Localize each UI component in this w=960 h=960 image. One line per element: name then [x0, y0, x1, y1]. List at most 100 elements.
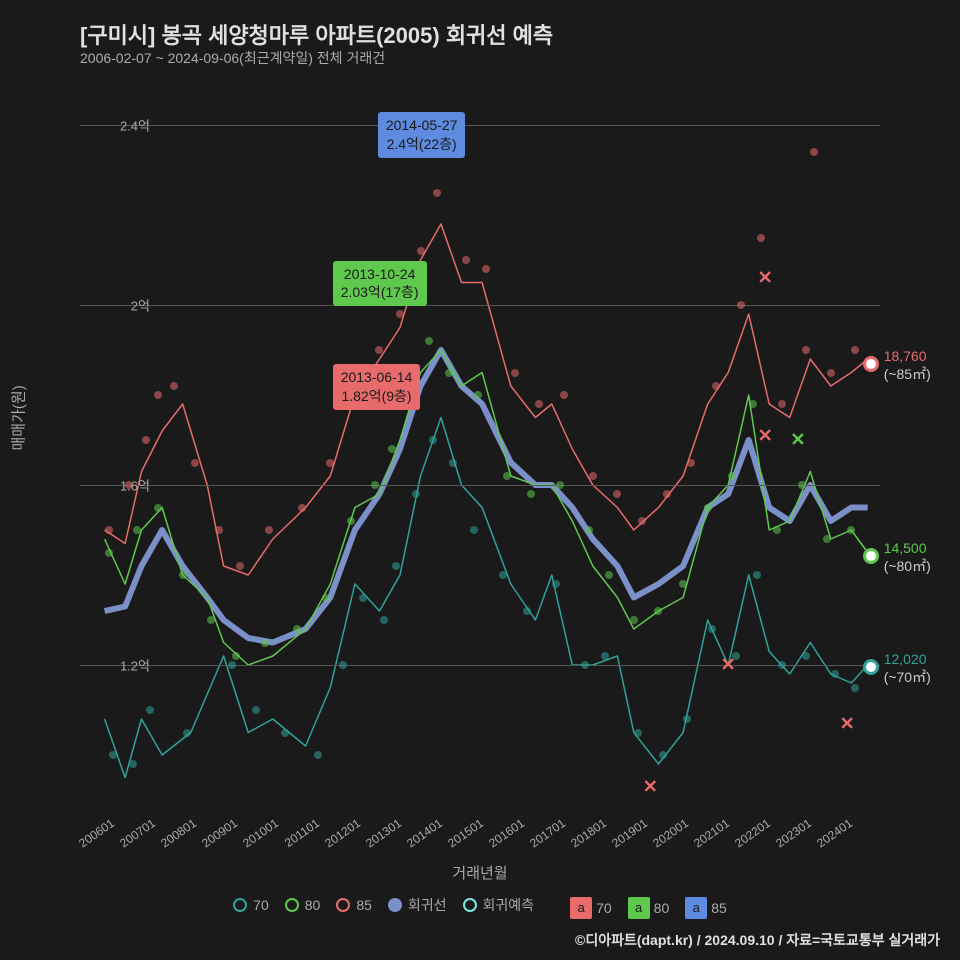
dot-70: [581, 661, 589, 669]
chart-title: [구미시] 봉곡 세양청마루 아파트(2005) 회귀선 예측: [80, 18, 553, 50]
dot-70: [339, 661, 347, 669]
dot-70: [659, 751, 667, 759]
dot-70: [281, 729, 289, 737]
dot-70: [412, 490, 420, 498]
dot-80: [105, 549, 113, 557]
dot-70: [449, 459, 457, 467]
dot-70: [499, 571, 507, 579]
end-marker: [863, 548, 879, 564]
dot-85: [236, 562, 244, 570]
dot-80: [179, 571, 187, 579]
legend: 708085회귀선회귀예측a70a80a85: [0, 895, 960, 919]
dot-80: [556, 481, 564, 489]
dot-85: [535, 400, 543, 408]
dot-85: [810, 148, 818, 156]
dot-85: [638, 517, 646, 525]
gridline: [80, 305, 880, 306]
legend-box-item: a80: [628, 897, 670, 919]
dot-85: [298, 504, 306, 512]
dot-80: [527, 490, 535, 498]
y-tick-label: 2.4억: [120, 116, 150, 135]
dot-70: [392, 562, 400, 570]
cancel-mark: ✕: [721, 655, 736, 676]
y-tick-label: 1.2억: [120, 656, 150, 675]
dot-80: [371, 481, 379, 489]
dot-85: [105, 526, 113, 534]
y-axis-title: 매매가(원): [8, 385, 29, 450]
dot-70: [146, 706, 154, 714]
dot-80: [445, 369, 453, 377]
annotation-1: 2013-10-242.03억(17층): [333, 261, 427, 307]
dot-80: [823, 535, 831, 543]
end-label: 14,500(~80㎡): [884, 539, 931, 575]
dot-70: [634, 729, 642, 737]
dot-80: [798, 481, 806, 489]
end-marker: [863, 356, 879, 372]
dot-85: [802, 346, 810, 354]
dot-85: [589, 472, 597, 480]
end-label: 18,760(~85㎡): [884, 347, 931, 383]
dot-70: [831, 670, 839, 678]
legend-item: 80: [285, 897, 321, 913]
dot-85: [737, 301, 745, 309]
dot-80: [585, 526, 593, 534]
dot-85: [191, 459, 199, 467]
dot-85: [687, 459, 695, 467]
dot-70: [359, 594, 367, 602]
dot-80: [654, 607, 662, 615]
dot-80: [425, 337, 433, 345]
dot-85: [142, 436, 150, 444]
dot-70: [429, 436, 437, 444]
cancel-mark: ✕: [790, 430, 805, 451]
dot-80: [773, 526, 781, 534]
legend-item: 70: [233, 897, 269, 913]
dot-80: [847, 526, 855, 534]
dot-85: [326, 459, 334, 467]
dot-80: [749, 400, 757, 408]
dot-80: [503, 472, 511, 480]
dot-85: [663, 490, 671, 498]
dot-80: [630, 616, 638, 624]
legend-item: 회귀예측: [463, 895, 535, 915]
gridline: [80, 125, 880, 126]
dot-80: [207, 616, 215, 624]
dot-80: [728, 472, 736, 480]
annotation-0: 2014-05-272.4억(22층): [378, 112, 466, 158]
gridline: [80, 485, 880, 486]
y-tick-label: 2억: [131, 296, 150, 315]
dot-85: [613, 490, 621, 498]
dot-80: [347, 517, 355, 525]
dot-85: [154, 391, 162, 399]
dot-80: [322, 594, 330, 602]
dot-70: [778, 661, 786, 669]
annotation-2: 2013-06-141.82억(9층): [333, 364, 421, 410]
caption: ©디아파트(dapt.kr) / 2024.09.10 / 자료=국토교통부 실…: [575, 930, 940, 950]
dot-80: [679, 580, 687, 588]
dot-85: [433, 189, 441, 197]
cancel-mark: ✕: [758, 268, 773, 289]
dot-85: [712, 382, 720, 390]
dot-70: [802, 652, 810, 660]
dot-80: [388, 445, 396, 453]
dot-85: [560, 391, 568, 399]
dot-80: [704, 504, 712, 512]
dot-70: [183, 729, 191, 737]
legend-item: 85: [336, 897, 372, 913]
dot-85: [265, 526, 273, 534]
cancel-mark: ✕: [840, 713, 855, 734]
dot-85: [827, 369, 835, 377]
dot-80: [261, 639, 269, 647]
dot-70: [523, 607, 531, 615]
dot-70: [683, 715, 691, 723]
dot-85: [778, 400, 786, 408]
dot-70: [109, 751, 117, 759]
dot-85: [462, 256, 470, 264]
dot-70: [470, 526, 478, 534]
dot-70: [753, 571, 761, 579]
cancel-mark: ✕: [643, 776, 658, 797]
legend-box-item: a85: [685, 897, 727, 919]
dot-80: [133, 526, 141, 534]
dot-85: [396, 310, 404, 318]
dot-70: [252, 706, 260, 714]
legend-box-item: a70: [570, 897, 612, 919]
